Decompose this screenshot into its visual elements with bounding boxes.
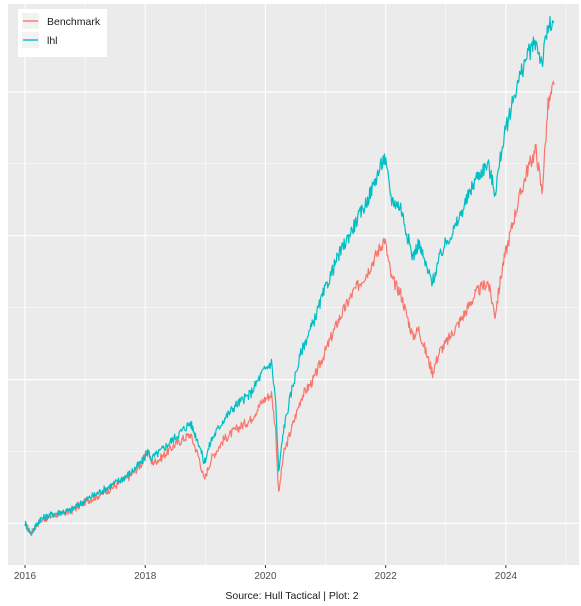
x-tick-label: 2024	[495, 571, 518, 582]
legend-label-lhl: lhl	[47, 35, 58, 47]
x-tick-label: 2016	[14, 571, 37, 582]
series-line-benchmark	[24, 80, 555, 536]
x-tick-label: 2018	[134, 571, 157, 582]
legend: Benchmark lhl	[18, 9, 107, 57]
series-line-lhl	[24, 15, 555, 535]
x-tick-label: 2020	[254, 571, 277, 582]
grid-major	[8, 4, 579, 565]
series-layer	[24, 15, 555, 536]
x-tick-label: 2022	[375, 571, 398, 582]
plot-panel	[8, 4, 579, 565]
chart-caption: Source: Hull Tactical | Plot: 2	[225, 590, 358, 602]
x-axis: 2016 2018 2020 2022 2024	[14, 565, 518, 582]
legend-label-benchmark: Benchmark	[47, 16, 101, 28]
